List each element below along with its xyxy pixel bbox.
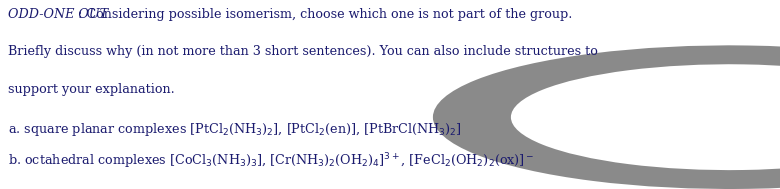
Text: a. square planar complexes [PtCl$_2$(NH$_3$)$_2$], [PtCl$_2$(en)], [PtBrCl(NH$_3: a. square planar complexes [PtCl$_2$(NH$…: [8, 121, 462, 138]
Text: ODD-ONE OUT: ODD-ONE OUT: [8, 8, 108, 21]
Wedge shape: [433, 45, 780, 189]
Text: support your explanation.: support your explanation.: [8, 83, 175, 96]
Text: Briefly discuss why (in not more than 3 short sentences). You can also include s: Briefly discuss why (in not more than 3 …: [8, 45, 597, 58]
Text: : Considering possible isomerism, choose which one is not part of the group.: : Considering possible isomerism, choose…: [78, 8, 573, 21]
Text: b. octahedral complexes [CoCl$_3$(NH$_3$)$_3$], [Cr(NH$_3$)$_2$(OH$_2$)$_4$]$^{3: b. octahedral complexes [CoCl$_3$(NH$_3$…: [8, 151, 534, 171]
Text: c.  tetrahedral complex  [NiBrCl(NH$_3$)(OH$_2$)],  square planar complex  [PtBr: c. tetrahedral complex [NiBrCl(NH$_3$)(O…: [8, 187, 599, 189]
